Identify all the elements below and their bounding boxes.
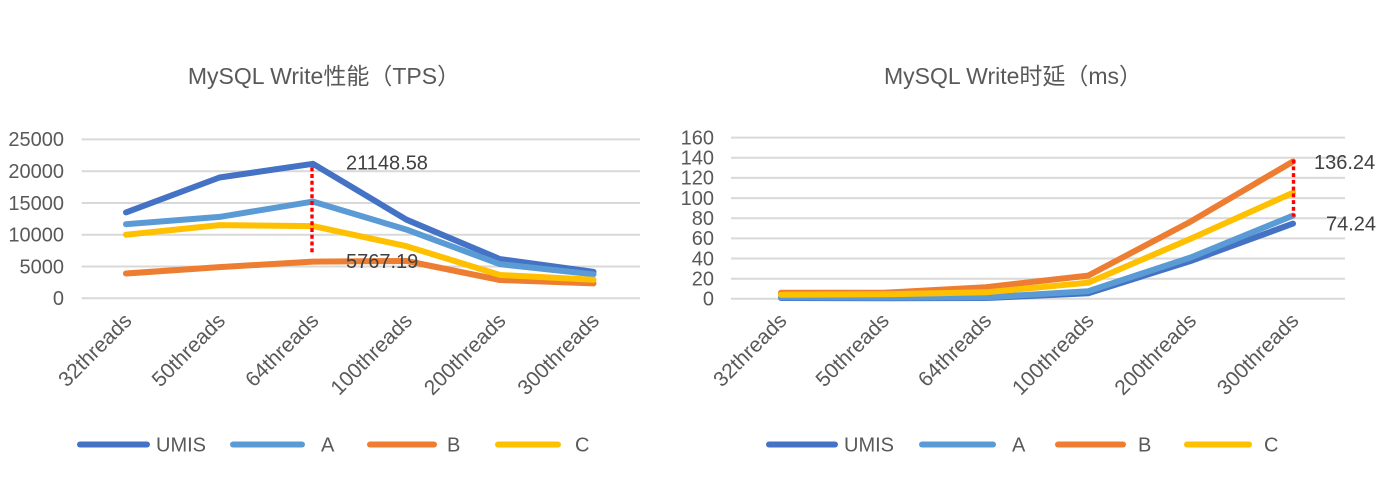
svg-text:160: 160 <box>681 127 714 149</box>
svg-text:120: 120 <box>681 168 714 190</box>
svg-text:MySQL Write性能（TPS）: MySQL Write性能（TPS） <box>188 63 460 89</box>
svg-text:5767.19: 5767.19 <box>346 251 418 273</box>
svg-text:20000: 20000 <box>8 161 64 183</box>
svg-text:20: 20 <box>692 269 714 291</box>
svg-text:5000: 5000 <box>20 256 65 278</box>
svg-text:MySQL Write时延（ms）: MySQL Write时延（ms） <box>884 63 1142 89</box>
svg-text:C: C <box>575 435 589 457</box>
svg-text:21148.58: 21148.58 <box>346 153 428 175</box>
svg-text:10000: 10000 <box>8 225 64 247</box>
svg-text:136.24: 136.24 <box>1314 152 1375 174</box>
svg-text:B: B <box>447 435 460 457</box>
svg-text:15000: 15000 <box>8 193 64 215</box>
svg-text:25000: 25000 <box>8 129 64 151</box>
svg-text:60: 60 <box>692 228 714 250</box>
svg-text:40: 40 <box>692 248 714 270</box>
svg-text:80: 80 <box>692 208 714 230</box>
svg-text:0: 0 <box>53 288 64 310</box>
svg-text:UMIS: UMIS <box>844 435 894 457</box>
svg-text:UMIS: UMIS <box>156 435 206 457</box>
svg-text:0: 0 <box>703 289 714 311</box>
svg-text:A: A <box>1012 435 1026 457</box>
svg-text:74.24: 74.24 <box>1326 214 1376 236</box>
svg-text:C: C <box>1264 435 1278 457</box>
svg-text:100: 100 <box>681 188 714 210</box>
svg-text:140: 140 <box>681 148 714 170</box>
svg-text:B: B <box>1138 435 1151 457</box>
svg-text:A: A <box>321 435 335 457</box>
